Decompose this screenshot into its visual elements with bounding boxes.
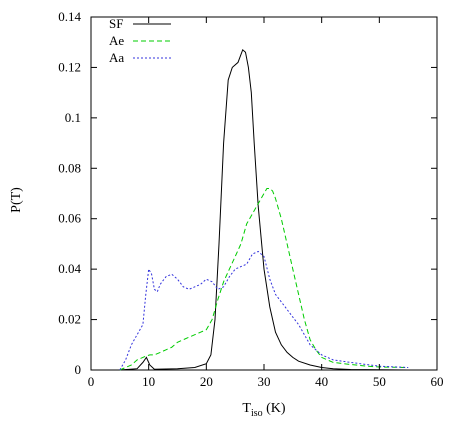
legend: SF Ae Aa [109, 16, 171, 65]
y-tick-label: 0.04 [58, 261, 81, 276]
x-tick-label: 50 [373, 374, 386, 389]
y-tick-label: 0.1 [65, 110, 81, 125]
plot-area [90, 16, 438, 371]
x-tick-label: 10 [142, 374, 155, 389]
x-axis-label-main: T [242, 401, 251, 416]
series-line-aa [119, 250, 409, 371]
plot-frame [90, 16, 438, 371]
legend-label-aa: Aa [109, 50, 124, 65]
y-tick-label: 0.06 [58, 211, 81, 226]
y-tick-label: 0.08 [58, 160, 81, 175]
series-line-sf [119, 48, 409, 371]
series-line-ae [119, 188, 409, 371]
y-axis-label: P(T) [9, 187, 24, 213]
x-tick-label: 60 [431, 374, 444, 389]
x-axis-label: Tiso (K) [242, 401, 286, 419]
x-tick-label: 40 [315, 374, 328, 389]
x-axis-label-unit: (K) [263, 401, 286, 416]
legend-label-ae: Ae [109, 33, 124, 48]
x-axis-label-sub: iso [251, 408, 263, 419]
x-tick-label: 20 [200, 374, 213, 389]
y-tick-label: 0.12 [58, 59, 81, 74]
series-layer [119, 48, 409, 371]
tick-layer: 0 10 20 30 40 50 60 0 0.02 0.04 0.06 0.08 0.1 0.12 0.1… [58, 9, 443, 389]
y-tick-label: 0.14 [58, 9, 81, 24]
y-tick-label: 0 [75, 362, 82, 377]
legend-label-sf: SF [109, 16, 123, 31]
y-tick-label: 0.02 [58, 312, 81, 327]
x-tick-label: 0 [88, 374, 95, 389]
x-tick-label: 30 [258, 374, 271, 389]
